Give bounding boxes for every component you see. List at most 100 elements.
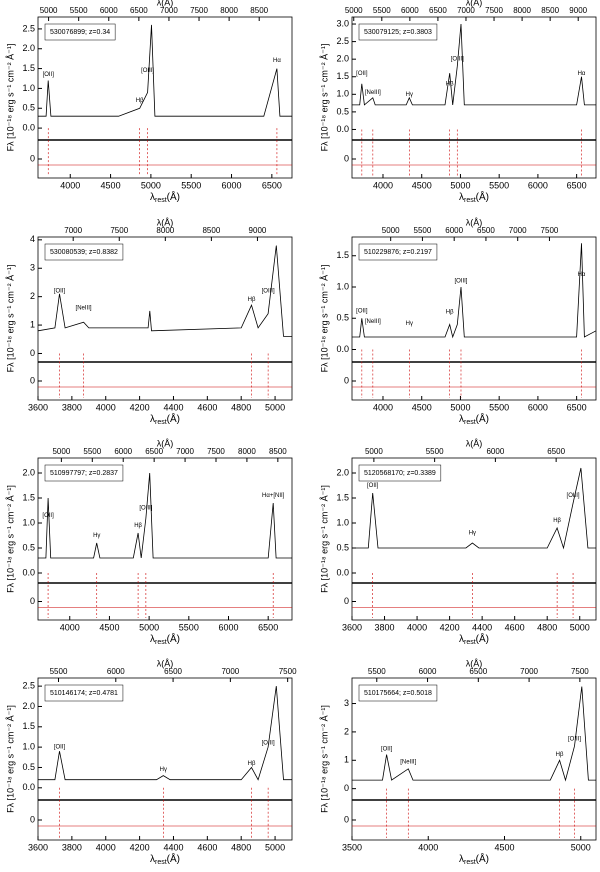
x-axis-label: λrest(Å) xyxy=(459,632,489,646)
panel: 4000 4500 5000 5500 6000 6500 5000 5500 6000 6500… xyxy=(319,0,597,204)
x-axis-label-part: λ xyxy=(459,854,464,865)
top-tick-label: 7000 xyxy=(160,6,178,15)
x-tick-label: 4500 xyxy=(494,842,514,852)
plot-frame xyxy=(37,457,293,621)
y-axis-label: Fλ [10⁻¹⁸ erg s⁻¹ cm⁻² Å⁻¹] xyxy=(5,485,15,593)
x-axis-label-part: λ xyxy=(459,634,464,645)
top-tick-label: 6500 xyxy=(429,6,447,15)
y-tick-label: 1.0 xyxy=(22,742,35,752)
line-label: [OIII] xyxy=(567,493,580,499)
panel: 3500 4000 4500 5000 5500 6000 6500 7000 7500 0 1 2 3… xyxy=(319,658,597,866)
top-tick-label: 7000 xyxy=(457,6,475,15)
y-tick-label: 1.5 xyxy=(336,71,349,81)
y-tick-label: 0.0 xyxy=(22,782,35,792)
top-tick-label: 9000 xyxy=(569,6,587,15)
label-box xyxy=(44,23,116,41)
y-tick-label: 2.0 xyxy=(22,43,35,53)
residual-tick-label: 0 xyxy=(344,375,349,385)
x-tick-label: 6000 xyxy=(218,622,238,632)
y-tick-label: 0.5 xyxy=(22,762,35,772)
top-tick-label: 6000 xyxy=(486,447,504,456)
x-tick-label: 4800 xyxy=(231,842,251,852)
x-tick-label: 6500 xyxy=(567,402,587,412)
top-tick-label: 6000 xyxy=(107,667,125,676)
line-label: Hγ xyxy=(93,533,100,539)
label-box xyxy=(358,464,442,482)
top-tick-label: 7500 xyxy=(190,6,208,15)
x-tick-label: 3600 xyxy=(28,402,48,412)
x-axis-label-part: λ xyxy=(459,192,464,203)
x-tick-label: 4800 xyxy=(537,622,557,632)
residual-tick-label: 0 xyxy=(30,596,35,606)
x-axis-label-part: (Å) xyxy=(167,412,180,425)
line-label: Hβ xyxy=(134,523,142,529)
line-label: [OII] xyxy=(43,72,55,78)
top-tick-label: 8000 xyxy=(220,6,238,15)
top-axis-label: λ(Å) xyxy=(157,658,174,668)
top-tick-label: 5500 xyxy=(426,447,444,456)
y-tick-label: 0.5 xyxy=(336,106,349,116)
top-tick-label: 5500 xyxy=(373,6,391,15)
y-tick-label: 1.5 xyxy=(336,250,349,260)
x-tick-label: 4200 xyxy=(440,622,460,632)
line-label: Hγ xyxy=(406,92,413,98)
top-tick-label: 6500 xyxy=(130,6,148,15)
spectrum-line xyxy=(352,686,596,782)
x-tick-label: 4400 xyxy=(163,402,183,412)
line-label: Hβ xyxy=(446,310,454,316)
x-tick-label: 5000 xyxy=(570,622,590,632)
plot-frame xyxy=(351,236,597,401)
y-tick-label: 1.5 xyxy=(22,492,35,502)
x-axis-label-part: rest xyxy=(464,197,476,204)
top-tick-label: 7500 xyxy=(541,226,559,235)
plot-frame xyxy=(37,16,293,179)
spectrum-line xyxy=(38,24,292,117)
x-tick-label: 4000 xyxy=(373,402,393,412)
x-tick-label: 3600 xyxy=(28,842,48,852)
x-tick-label: 4000 xyxy=(407,622,427,632)
y-tick-label: 1.5 xyxy=(22,63,35,73)
y-tick-label: 3 xyxy=(30,263,35,273)
x-axis-label-part: rest xyxy=(155,859,167,866)
x-axis-label-part: (Å) xyxy=(167,190,180,203)
line-label: [OII] xyxy=(42,513,54,519)
y-tick-label: 1.0 xyxy=(336,89,349,99)
x-axis-label: λrest(Å) xyxy=(459,412,489,426)
object-label: 510175664; z=0.5018 xyxy=(364,690,432,697)
x-tick-label: 4200 xyxy=(130,842,150,852)
x-axis-label-part: (Å) xyxy=(476,852,489,865)
x-tick-label: 4500 xyxy=(101,180,121,190)
line-label: [OIII] xyxy=(262,289,275,295)
label-box xyxy=(44,464,124,482)
x-axis-label: λrest(Å) xyxy=(459,190,489,204)
line-label: [OIII] xyxy=(262,741,275,747)
x-tick-label: 5000 xyxy=(571,842,591,852)
plot-frame xyxy=(351,16,597,179)
line-label: [OII] xyxy=(356,308,368,314)
x-tick-label: 3600 xyxy=(342,622,362,632)
top-tick-label: 7000 xyxy=(64,226,82,235)
top-axis-label: λ(Å) xyxy=(157,217,174,227)
x-tick-label: 5000 xyxy=(450,402,470,412)
top-tick-label: 7500 xyxy=(485,6,503,15)
spectrum-line xyxy=(352,243,597,339)
top-tick-label: 6000 xyxy=(401,6,419,15)
top-axis-label: λ(Å) xyxy=(466,0,483,7)
object-label: 510229876; z=0.2197 xyxy=(364,249,432,256)
spectrum-line xyxy=(352,467,596,550)
x-tick-label: 4000 xyxy=(373,180,393,190)
x-axis-label-part: (Å) xyxy=(476,412,489,425)
line-label: Hα xyxy=(578,272,586,278)
label-box xyxy=(358,684,438,702)
top-tick-label: 8000 xyxy=(238,447,256,456)
x-tick-label: 6500 xyxy=(262,180,282,190)
y-tick-label: 0.5 xyxy=(336,542,349,552)
top-axis-label: λ(Å) xyxy=(466,658,483,668)
line-label: [NeIII] xyxy=(365,319,381,325)
line-label: Hβ xyxy=(553,518,561,524)
x-axis-label-part: rest xyxy=(155,197,167,204)
y-tick-label: 1.0 xyxy=(336,281,349,291)
y-tick-label: 2.0 xyxy=(22,701,35,711)
top-tick-label: 6000 xyxy=(114,447,132,456)
